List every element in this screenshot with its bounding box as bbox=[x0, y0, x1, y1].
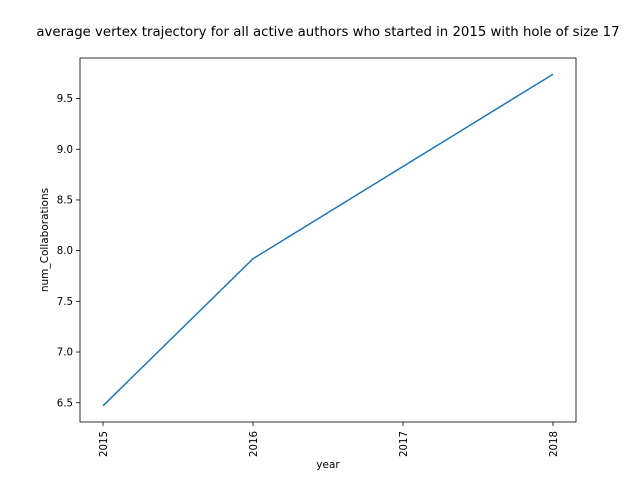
series-line-0 bbox=[102, 73, 554, 407]
x-tick-label: 2018 bbox=[549, 431, 560, 457]
x-axis: 2015 2016 2017 2018 bbox=[99, 422, 560, 457]
x-tick-label: 2015 bbox=[99, 431, 110, 457]
y-tick-label: 7.0 bbox=[57, 348, 73, 359]
axes-frame bbox=[79, 57, 577, 423]
y-tick-label: 8.5 bbox=[57, 196, 73, 207]
y-tick-label: 9.0 bbox=[57, 145, 73, 156]
y-tick-label: 7.5 bbox=[57, 297, 73, 308]
x-tick-label: 2016 bbox=[249, 431, 260, 457]
y-axis-label: num_Collaborations bbox=[39, 188, 51, 292]
y-axis: 6.5 7.0 7.5 8.0 8.5 9.0 9.5 bbox=[57, 94, 80, 409]
y-tick-label: 6.5 bbox=[57, 398, 73, 409]
y-tick-label: 8.0 bbox=[57, 246, 73, 257]
y-tick-label: 9.5 bbox=[57, 94, 73, 105]
chart-title: average vertex trajectory for all active… bbox=[36, 25, 619, 40]
x-axis-label: year bbox=[316, 459, 340, 471]
plot-area bbox=[102, 73, 554, 407]
x-tick-label: 2017 bbox=[399, 431, 410, 457]
